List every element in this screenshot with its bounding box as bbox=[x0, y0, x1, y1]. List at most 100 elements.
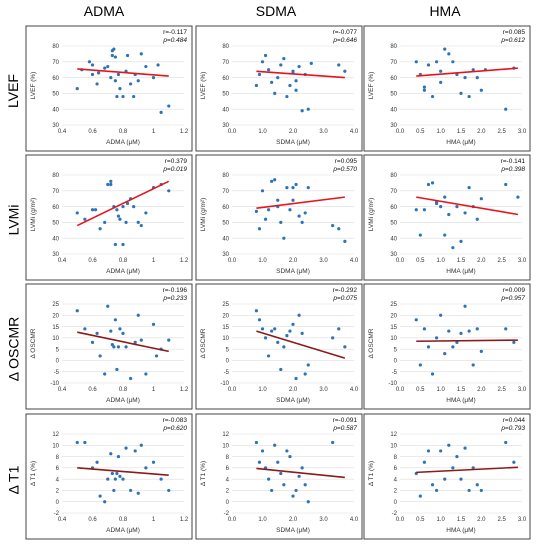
data-point bbox=[263, 336, 268, 340]
r-value: r=0.009 bbox=[503, 287, 526, 294]
data-point bbox=[439, 205, 443, 209]
r-value: r=-0.091 bbox=[333, 417, 358, 424]
data-point bbox=[343, 345, 347, 349]
trend-line bbox=[256, 330, 346, 359]
scatter-panel: 30 40 50 60 70 80 0.4 0.6 0.8 1 1.2 ADMA (μM) LVMi (… bbox=[25, 154, 193, 281]
x-axis-label: ADMA (μM) bbox=[106, 268, 140, 275]
y-tick-label: 4 bbox=[394, 477, 398, 483]
data-point bbox=[285, 334, 289, 338]
data-point bbox=[139, 443, 143, 447]
data-point bbox=[95, 331, 99, 335]
data-point bbox=[136, 313, 140, 317]
scatter-panel: -2 0 2 4 6 8 10 12 0.4 0.6 0.8 1 1.2 ADMA (μM) Δ T1 (%… bbox=[25, 413, 193, 540]
x-tick-label: 0.0 bbox=[228, 387, 237, 393]
y-tick-label: 30 bbox=[52, 123, 59, 129]
data-point bbox=[459, 239, 463, 243]
x-tick-label: 2.0 bbox=[477, 258, 486, 264]
data-point bbox=[294, 79, 298, 83]
data-point bbox=[254, 440, 258, 445]
data-point bbox=[136, 220, 140, 224]
p-value: p=0.612 bbox=[500, 37, 525, 44]
y-tick-label: 30 bbox=[390, 123, 397, 129]
data-point bbox=[435, 60, 439, 64]
data-point bbox=[260, 449, 265, 453]
data-point bbox=[439, 449, 443, 453]
data-point bbox=[294, 88, 298, 92]
scatter-panel: 30 40 50 60 70 80 0.0 1.0 2.0 3.0 4.0 SDMA (μM) LVMi… bbox=[195, 154, 363, 281]
x-tick-label: 0.0 bbox=[396, 258, 405, 264]
data-point bbox=[254, 309, 258, 313]
data-point bbox=[263, 53, 268, 58]
x-tick-label: 0.0 bbox=[396, 517, 405, 523]
data-point bbox=[267, 477, 271, 481]
x-tick-label: 1.5 bbox=[457, 129, 466, 135]
data-point bbox=[435, 488, 439, 493]
y-tick-label: 4 bbox=[226, 477, 230, 483]
y-tick-label: 70 bbox=[222, 60, 229, 66]
data-point bbox=[291, 69, 295, 73]
data-point bbox=[115, 94, 119, 99]
data-point bbox=[257, 318, 262, 322]
x-axis-label: HMA (μM) bbox=[446, 397, 475, 404]
data-point bbox=[270, 329, 274, 333]
data-point bbox=[418, 363, 422, 367]
y-tick-label: 40 bbox=[390, 107, 397, 113]
data-point bbox=[113, 79, 117, 83]
y-tick-label: 30 bbox=[222, 252, 229, 258]
x-tick-label: 2.0 bbox=[289, 258, 298, 264]
data-point bbox=[109, 329, 113, 333]
y-axis-label: Δ OSCMR bbox=[368, 328, 375, 358]
data-point bbox=[124, 446, 128, 450]
data-point bbox=[471, 363, 475, 367]
y-tick-label: 50 bbox=[52, 92, 59, 98]
data-point bbox=[303, 211, 307, 215]
y-tick-label: -5 bbox=[392, 370, 398, 376]
data-point bbox=[273, 327, 277, 331]
data-point bbox=[110, 343, 114, 347]
y-tick-label: 30 bbox=[222, 123, 229, 129]
data-point bbox=[260, 60, 265, 64]
y-tick-label: 0 bbox=[56, 500, 60, 506]
data-point bbox=[512, 460, 516, 464]
data-point bbox=[257, 227, 262, 231]
data-point bbox=[297, 64, 301, 69]
trend-line bbox=[256, 70, 345, 79]
y-axis-label: Δ T1 (%) bbox=[30, 461, 37, 486]
data-point bbox=[475, 76, 479, 80]
data-point bbox=[414, 318, 418, 322]
x-tick-label: 1.0 bbox=[258, 387, 267, 393]
x-tick-label: 3.0 bbox=[319, 517, 328, 523]
data-point bbox=[297, 214, 301, 218]
trend-line bbox=[77, 331, 169, 353]
data-point bbox=[294, 182, 298, 187]
data-point bbox=[422, 327, 426, 331]
data-point bbox=[133, 449, 137, 453]
data-point bbox=[159, 477, 163, 481]
p-value: p=0.570 bbox=[332, 166, 357, 173]
data-point bbox=[331, 223, 335, 228]
y-tick-label: -2 bbox=[224, 511, 230, 517]
y-tick-label: 10 bbox=[390, 336, 397, 342]
data-point bbox=[129, 376, 133, 381]
data-point bbox=[451, 60, 455, 64]
x-axis-label: SDMA (μM) bbox=[276, 139, 310, 146]
trend-line bbox=[256, 467, 345, 479]
data-point bbox=[422, 460, 426, 464]
x-tick-label: 0.5 bbox=[416, 387, 425, 393]
data-point bbox=[475, 327, 479, 331]
data-point bbox=[435, 336, 439, 340]
data-point bbox=[279, 367, 283, 372]
data-point bbox=[144, 372, 148, 376]
data-point bbox=[118, 87, 122, 91]
trend-line bbox=[256, 196, 345, 209]
data-point bbox=[479, 88, 483, 92]
data-point bbox=[115, 367, 119, 372]
y-tick-label: 40 bbox=[390, 236, 397, 242]
r-value: r=0.379 bbox=[165, 158, 188, 165]
y-tick-label: 10 bbox=[390, 443, 397, 449]
y-tick-label: 6 bbox=[226, 466, 230, 472]
data-point bbox=[110, 53, 114, 58]
data-point bbox=[467, 488, 471, 493]
data-point bbox=[95, 460, 99, 464]
data-point bbox=[422, 208, 426, 212]
